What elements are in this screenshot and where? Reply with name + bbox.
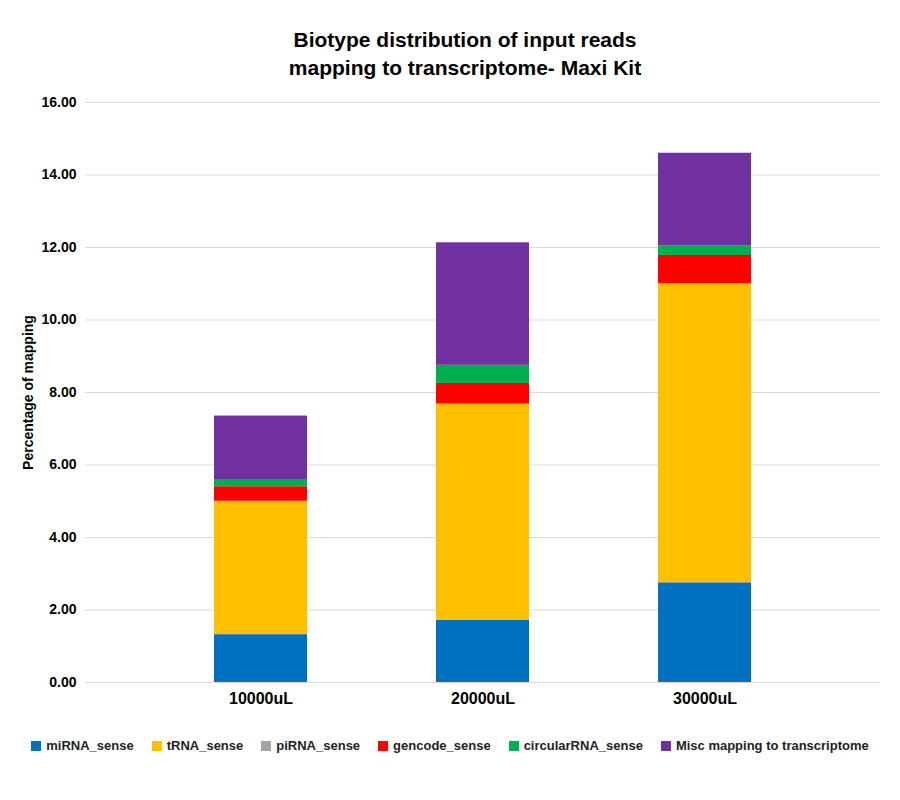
svg-text:2.00: 2.00: [49, 601, 76, 617]
svg-text:4.00: 4.00: [49, 529, 76, 545]
html-text:Biotype distribution of input: Biotype distribution of input reads mapp…: [288, 28, 642, 79]
svg-text:16.00: 16.00: [41, 94, 76, 110]
svg-text:30000uL: 30000uL: [673, 690, 737, 707]
html-text:circularRNA_sense: circularRNA_sense: [523, 738, 643, 753]
svg-text:20000uL: 20000uL: [451, 690, 515, 707]
svg-text:10.00: 10.00: [41, 311, 76, 327]
svg-text:0.00: 0.00: [49, 674, 76, 690]
svg-text:Percentage of mapping: Percentage of mapping: [20, 315, 36, 470]
svg-text:12.00: 12.00: [41, 239, 76, 255]
html-text:tRNA_sense: tRNA_sense: [166, 738, 244, 753]
html-text:miRNA_sense: miRNA_sense: [46, 738, 134, 753]
html-text:gencode_sense: gencode_sense: [393, 738, 491, 753]
svg-text:6.00: 6.00: [49, 456, 76, 472]
svg-text:8.00: 8.00: [49, 384, 76, 400]
svg-text:14.00: 14.00: [41, 166, 76, 182]
html-text:Misc mapping to transcriptome: Misc mapping to transcriptome: [675, 738, 869, 753]
svg-text:10000uL: 10000uL: [229, 690, 293, 707]
html-text:piRNA_sense: piRNA_sense: [276, 738, 361, 753]
